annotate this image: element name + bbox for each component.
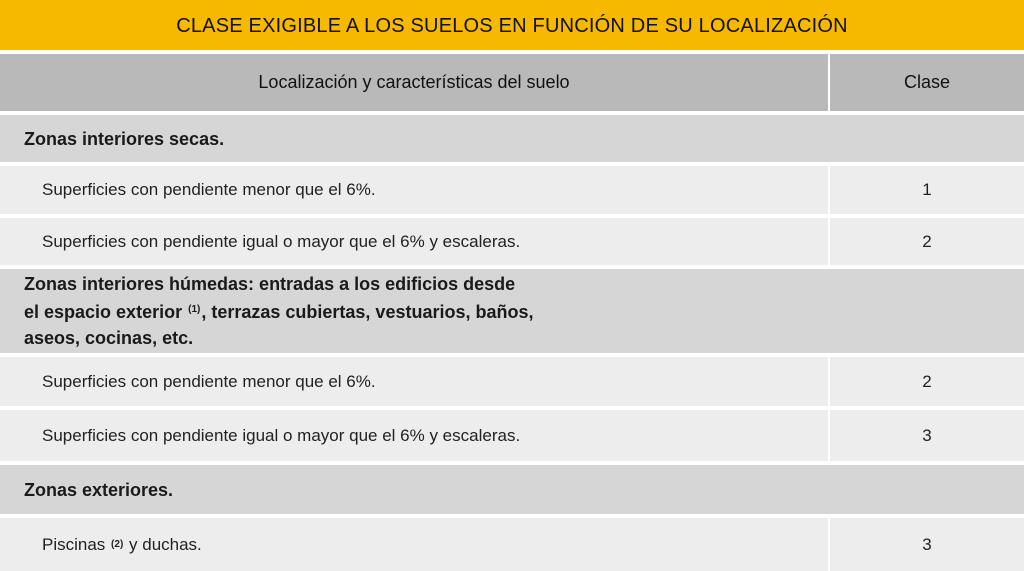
heading-line-3: aseos, cocinas, etc.: [24, 328, 194, 348]
row-label: Superficies con pendiente igual o mayor …: [0, 218, 828, 265]
table-row: Piscinas (2) y duchas. 3: [0, 518, 1024, 571]
row-label: Superficies con pendiente igual o mayor …: [0, 410, 828, 461]
header-class: Clase: [830, 54, 1024, 111]
row-label-a: Piscinas: [42, 534, 106, 554]
table-header-row: Localización y características del suelo…: [0, 54, 1024, 111]
heading-line-1: Zonas interiores húmedas: entradas a los…: [24, 274, 516, 294]
section-heading-text: Zonas interiores húmedas: entradas a los…: [0, 269, 1024, 353]
footnote-ref-2: (2): [111, 539, 124, 550]
table-row: Superficies con pendiente igual o mayor …: [0, 218, 1024, 265]
footnote-ref-1: (1): [188, 304, 201, 315]
header-location: Localización y características del suelo: [0, 54, 828, 111]
table-row: Superficies con pendiente igual o mayor …: [0, 410, 1024, 461]
table-row: Superficies con pendiente menor que el 6…: [0, 166, 1024, 214]
section-heading-wet: Zonas interiores húmedas: entradas a los…: [0, 269, 1024, 353]
section-heading-text: Zonas interiores secas.: [0, 115, 1024, 162]
row-label-b: y duchas.: [129, 534, 202, 554]
row-label: Piscinas (2) y duchas.: [0, 518, 828, 571]
section-heading-dry: Zonas interiores secas.: [0, 115, 1024, 162]
heading-line-2-b: , terrazas cubiertas, vestuarios, baños,: [201, 302, 534, 322]
row-class: 2: [830, 218, 1024, 265]
section-heading-text: Zonas exteriores.: [0, 465, 1024, 514]
row-class: 3: [830, 518, 1024, 571]
row-class: 2: [830, 357, 1024, 406]
row-class: 3: [830, 410, 1024, 461]
row-label: Superficies con pendiente menor que el 6…: [0, 166, 828, 214]
table-title: CLASE EXIGIBLE A LOS SUELOS EN FUNCIÓN D…: [0, 0, 1024, 50]
heading-line-2: el espacio exterior (1), terrazas cubier…: [24, 297, 533, 325]
section-heading-exterior: Zonas exteriores.: [0, 465, 1024, 514]
row-class: 1: [830, 166, 1024, 214]
row-label: Superficies con pendiente menor que el 6…: [0, 357, 828, 406]
table-row: Superficies con pendiente menor que el 6…: [0, 357, 1024, 406]
heading-line-2-a: el espacio exterior: [24, 302, 183, 322]
